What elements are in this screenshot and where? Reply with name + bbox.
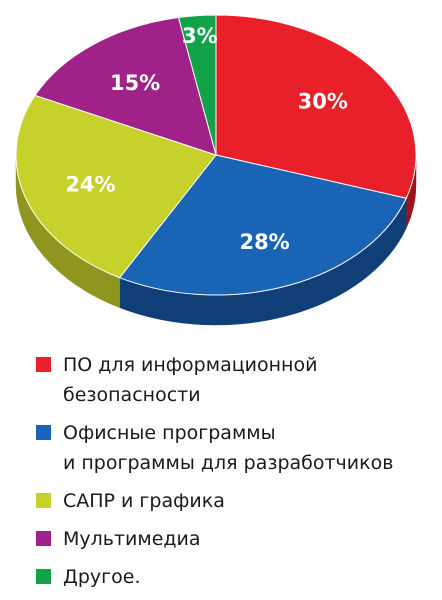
- legend-label-infosec: ПО для информационной безопасности: [63, 354, 318, 406]
- value-label-infosec: 30%: [298, 90, 348, 114]
- pie-slice-other: [177, 14, 217, 156]
- legend-item-multimedia: Мультимедиа: [36, 524, 436, 554]
- legend-label-cad: САПР и графика: [63, 490, 225, 512]
- pie-slice-multimedia: [34, 16, 217, 156]
- pie-slice-infosec: [215, 14, 417, 199]
- legend-item-office: Офисные программы и программы для разраб…: [36, 418, 436, 478]
- pie-slice-cad: [15, 94, 217, 279]
- value-label-cad: 24%: [65, 173, 115, 197]
- legend-item-infosec: ПО для информационной безопасности: [36, 350, 436, 410]
- legend-swatch-other: [36, 569, 51, 584]
- pie-chart: 30% 28% 24% 15% 3%: [15, 14, 417, 326]
- legend-label-other: Другое.: [63, 566, 141, 588]
- legend-swatch-office: [36, 425, 51, 440]
- legend-swatch-infosec: [36, 357, 51, 372]
- legend-swatch-multimedia: [36, 531, 51, 546]
- value-label-multimedia: 15%: [110, 71, 160, 95]
- pie-labels: 30% 28% 24% 15% 3%: [65, 24, 348, 254]
- pie-slice-office: [118, 154, 407, 296]
- legend: ПО для информационной безопасности Офисн…: [36, 350, 436, 600]
- legend-swatch-cad: [36, 493, 51, 508]
- legend-item-cad: САПР и графика: [36, 486, 436, 516]
- legend-label-office: Офисные программы и программы для разраб…: [63, 422, 394, 474]
- legend-item-other: Другое.: [36, 562, 436, 592]
- value-label-other: 3%: [182, 24, 218, 48]
- pie-tops: [15, 14, 417, 296]
- legend-label-multimedia: Мультимедиа: [63, 528, 201, 550]
- value-label-office: 28%: [239, 230, 289, 254]
